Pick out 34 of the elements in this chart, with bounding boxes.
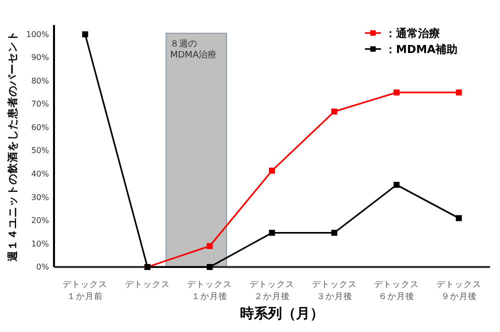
point xyxy=(456,215,462,222)
y-tick-label: 70% xyxy=(31,100,50,109)
y-axis-title: 週１４ユニットの飲酒をした患者のパーセント xyxy=(6,30,19,262)
point xyxy=(331,230,338,236)
point xyxy=(456,89,462,96)
y-tick-label: 50% xyxy=(31,146,50,156)
point xyxy=(331,108,338,115)
x-axis-title: 時系列（月） xyxy=(240,306,324,322)
x-tick-label: デトックス１か月前 xyxy=(62,280,108,302)
legend-label: ：MDMA補助 xyxy=(385,43,458,56)
y-tick-label: 60% xyxy=(31,122,50,132)
y-tick-label: 80% xyxy=(31,76,50,86)
point xyxy=(269,168,275,174)
y-tick-label: 10% xyxy=(31,239,50,248)
y-tick-label: 30% xyxy=(31,192,50,202)
x-tick-label: デトックス３か月後 xyxy=(312,280,357,302)
y-tick-label: 40% xyxy=(31,169,50,178)
x-tick-label: デトックス６か月後 xyxy=(374,280,420,302)
y-tick-label: 100% xyxy=(26,30,50,39)
legend-label: ：通常治療 xyxy=(385,27,440,40)
x-tick-label: デトックス１か月後 xyxy=(187,280,232,302)
point xyxy=(269,230,275,236)
point xyxy=(206,264,213,270)
y-tick-label: 20% xyxy=(31,216,50,226)
point xyxy=(82,31,88,38)
x-tick-label: デトックス xyxy=(124,280,170,290)
y-tick-label: 90% xyxy=(31,53,50,62)
x-tick-label: デトックス２か月後 xyxy=(250,280,294,302)
point xyxy=(394,182,400,188)
band-label: ８週の MDMA治療 xyxy=(170,38,217,60)
y-tick-label: 0% xyxy=(36,262,50,272)
point xyxy=(206,243,213,250)
x-tick-label: デトックス９か月後 xyxy=(436,280,482,302)
point xyxy=(394,89,400,96)
